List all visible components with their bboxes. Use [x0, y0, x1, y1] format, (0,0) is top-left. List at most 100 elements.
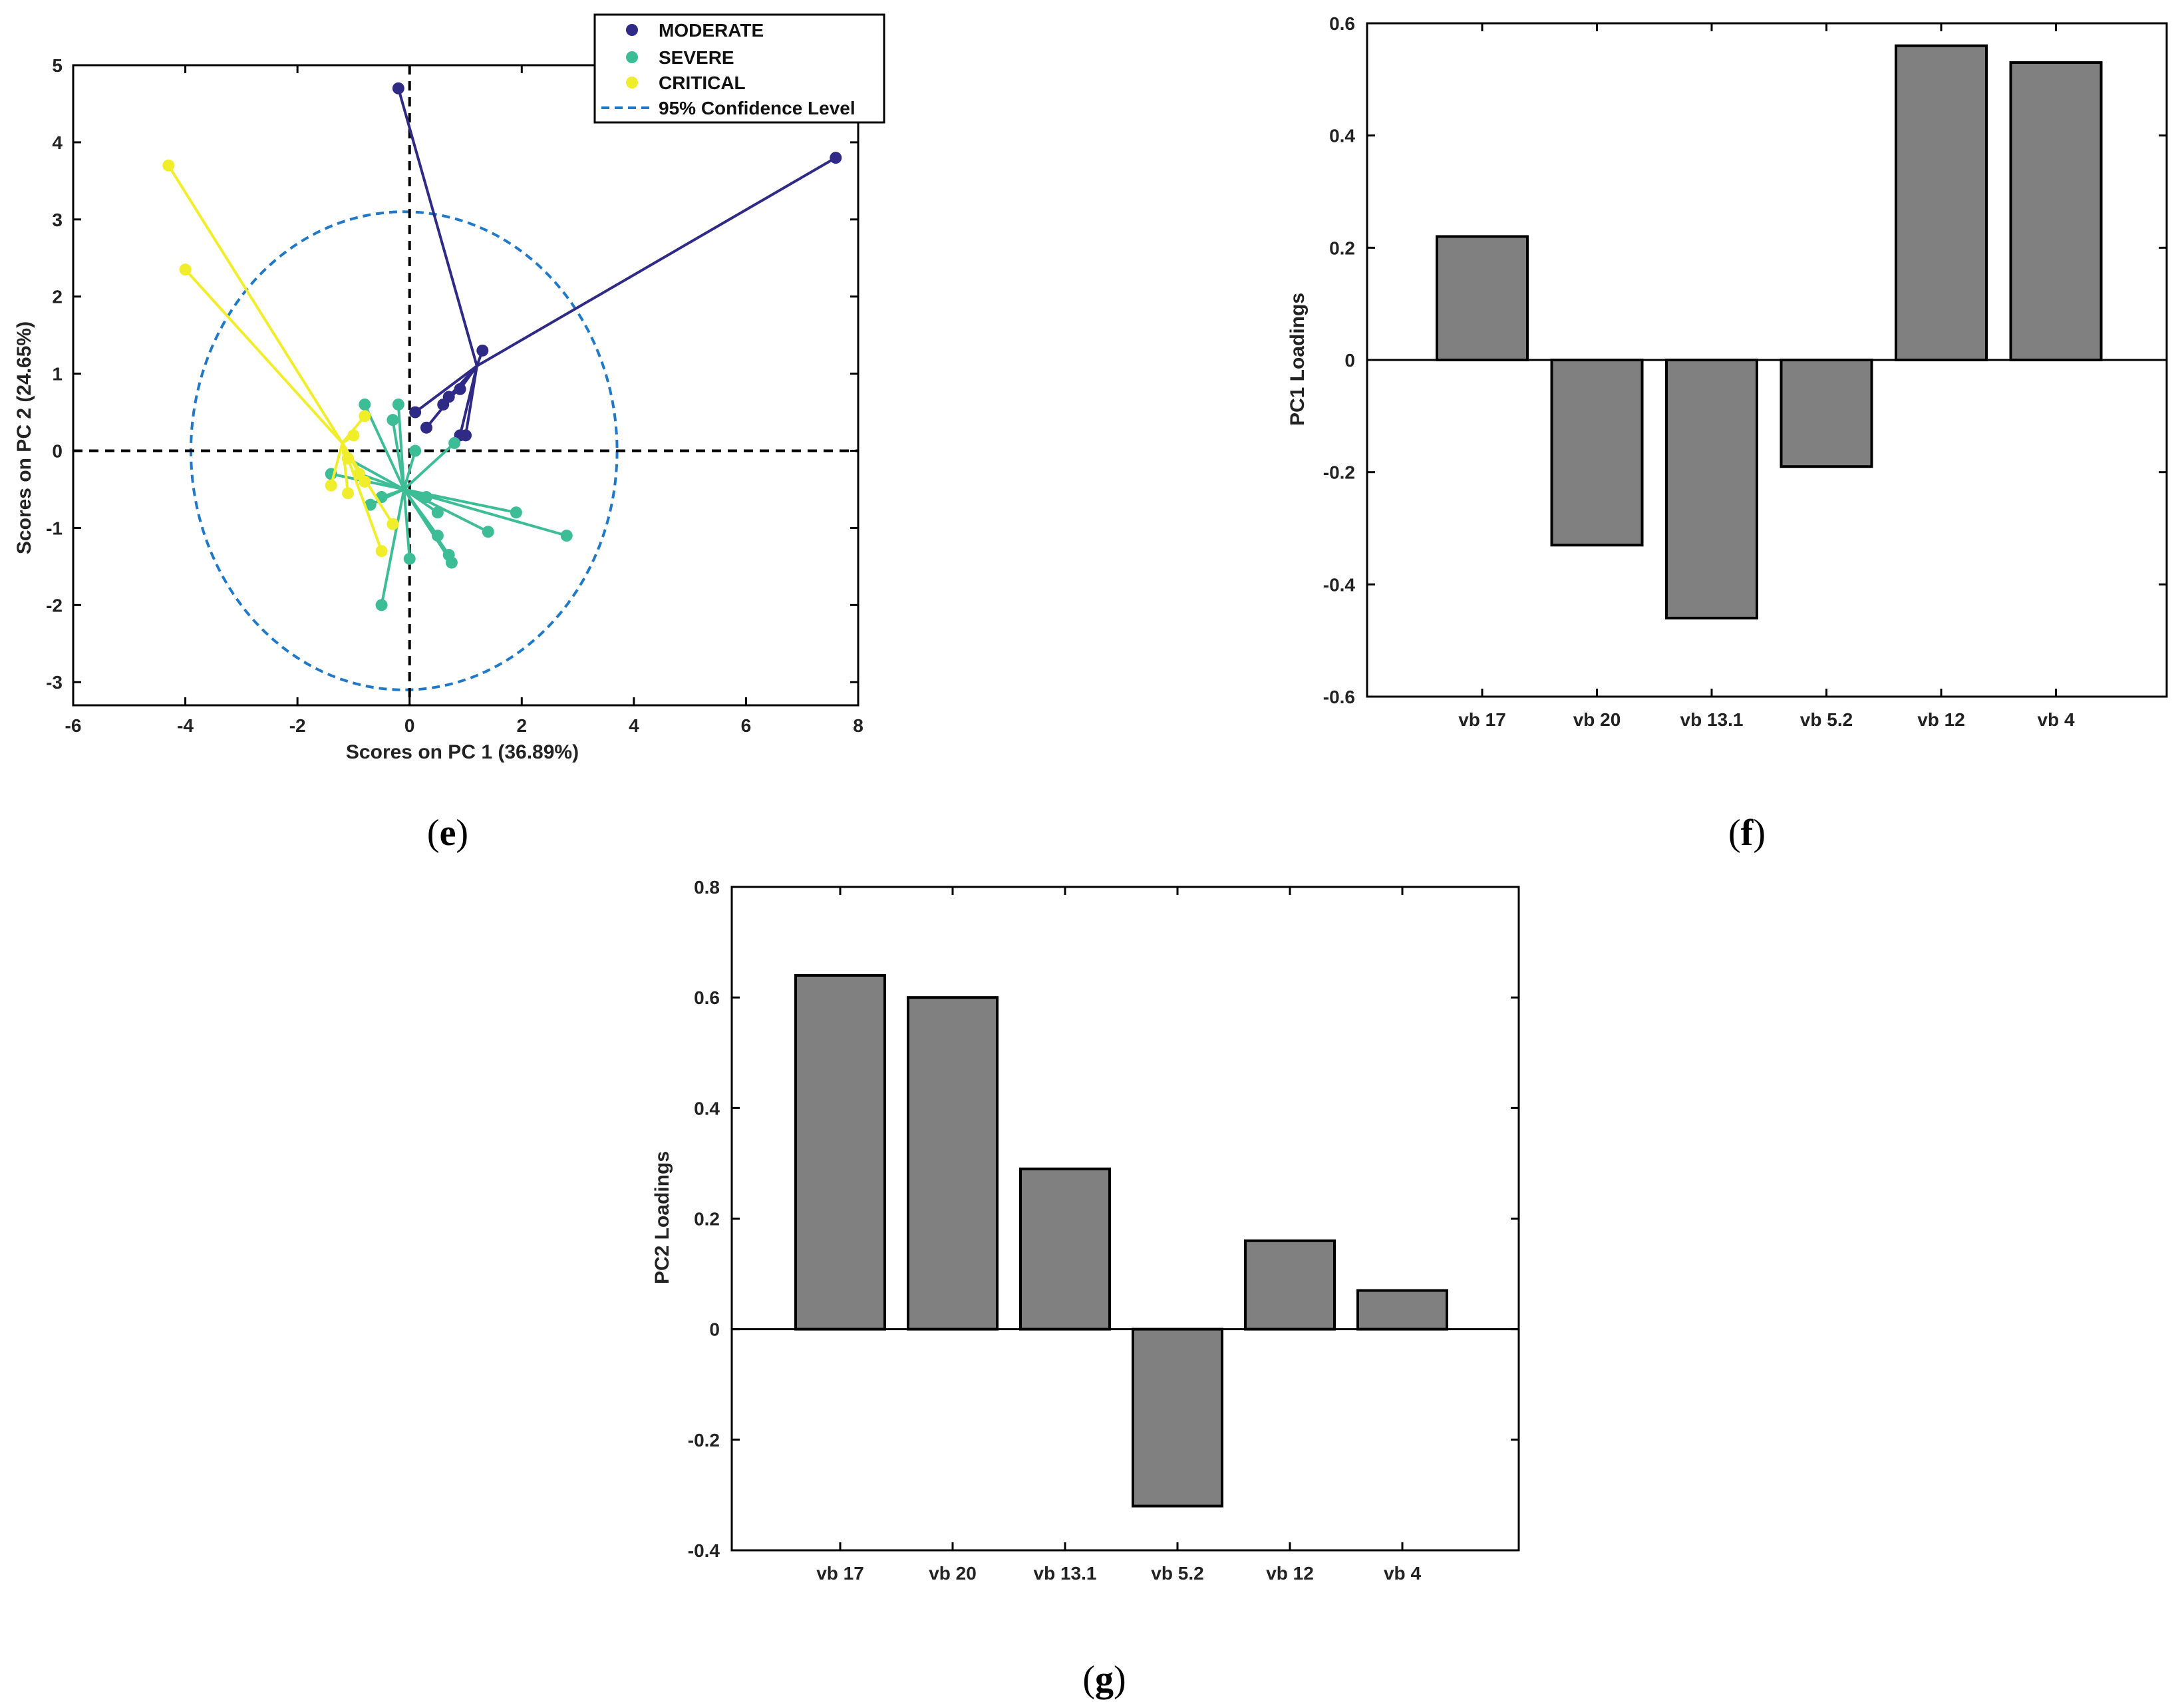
legend-label-confidence: 95% Confidence Level	[659, 98, 856, 118]
legend-label-critical: CRITICAL	[659, 73, 746, 93]
pc2-loadings-content: vb 17 vb 20 vb 13.1 vb 5.2 vb 12 vb 4 -0.4 -0.2…	[688, 877, 1520, 1584]
point-critical-1	[179, 263, 192, 276]
pc2-bar-3	[1132, 1327, 1223, 1508]
pc2-bar-4	[1244, 1239, 1336, 1331]
y-tick-label: -2	[46, 595, 63, 615]
pc2-y-tick-label: 0	[709, 1319, 720, 1340]
spoke-severe-3	[402, 442, 456, 490]
spoke-severe-1	[396, 404, 406, 490]
pc2-y-tick-label: 0.2	[694, 1209, 720, 1230]
pc1-bar-4	[1895, 44, 1988, 361]
point-severe-0	[359, 398, 371, 411]
pc2-y-tick-label: 0.4	[694, 1098, 720, 1118]
pc1-y-tick-label: 0.6	[1329, 13, 1355, 34]
point-critical-0	[162, 159, 175, 172]
pc1-y-tick-label: 0.2	[1329, 238, 1355, 258]
point-critical-9	[387, 518, 399, 530]
point-severe-2	[387, 414, 399, 426]
spoke-moderate-6	[414, 365, 478, 414]
pc1-bar-3	[1780, 359, 1873, 468]
panel-letter-f: f	[1741, 812, 1754, 854]
panel-letter-e: e	[440, 812, 456, 854]
pc1-y-tick-label: 0	[1344, 350, 1355, 371]
score-plot-axes: -6 -4 -2 0 2 4 6 8 -3 -2 -1 0 1 2 3 4 5	[46, 55, 863, 736]
spoke-severe-10	[403, 488, 489, 534]
pc1-loadings-ylabel: PC1 Loadings	[1287, 293, 1309, 426]
point-severe-9	[431, 530, 444, 542]
pc1-bar-0	[1436, 235, 1529, 362]
point-critical-7	[325, 479, 337, 492]
pc1-category-label: vb 12	[1917, 709, 1965, 730]
pc2-category-label: vb 5.2	[1151, 1563, 1203, 1584]
pc2-loadings-panel: vb 17 vb 20 vb 13.1 vb 5.2 vb 12 vb 4 -0.4 -0.2…	[651, 877, 1520, 1700]
pc2-loadings-ylabel: PC2 Loadings	[651, 1151, 673, 1284]
point-severe-6	[364, 498, 377, 511]
pc2-y-tick-label: 0.6	[694, 987, 720, 1008]
legend-marker-moderate	[626, 24, 638, 36]
pc2-category-label: vb 20	[929, 1563, 977, 1584]
pc1-category-label: vb 4	[2037, 709, 2074, 730]
legend-label-severe: SEVERE	[659, 47, 734, 68]
score-plot-xlabel: Scores on PC 1 (36.89%)	[346, 741, 579, 763]
point-severe-17	[420, 491, 432, 504]
pc1-category-label: vb 17	[1458, 709, 1506, 730]
spoke-severe-16	[347, 457, 405, 491]
point-severe-1	[392, 398, 404, 411]
point-moderate-5	[437, 398, 450, 411]
point-severe-14	[403, 552, 416, 565]
panel-letter-g: g	[1095, 1659, 1114, 1700]
point-critical-4	[342, 452, 354, 465]
pc1-bar-2	[1665, 359, 1758, 619]
legend-marker-critical	[626, 77, 638, 88]
point-severe-15	[375, 599, 388, 611]
point-severe-3	[448, 436, 461, 449]
y-tick-label: -3	[46, 672, 63, 693]
point-moderate-2	[476, 344, 489, 357]
x-tick-label: 8	[853, 715, 863, 736]
x-tick-label: -6	[65, 715, 82, 736]
legend-label-moderate: MODERATE	[659, 20, 764, 41]
pc2-bar-1	[907, 996, 999, 1331]
spoke-critical-7	[329, 442, 344, 486]
point-moderate-0	[392, 82, 404, 94]
pc2-category-label: vb 13.1	[1034, 1563, 1097, 1584]
x-tick-label: -2	[289, 715, 306, 736]
spoke-critical-0	[167, 164, 344, 444]
legend-box	[593, 13, 885, 124]
spoke-severe-2	[391, 419, 406, 490]
point-critical-6	[359, 475, 371, 488]
point-moderate-1	[830, 152, 842, 164]
y-tick-label: 5	[52, 55, 63, 76]
spoke-critical-8	[341, 442, 349, 494]
point-critical-3	[347, 429, 360, 442]
score-plot-legend: MODERATE SEVERE CRITICAL 95% Confidence …	[593, 13, 885, 124]
pc2-category-label: vb 17	[816, 1563, 864, 1584]
pc2-y-tick-label: 0.8	[694, 877, 720, 898]
pc2-bar-2	[1019, 1167, 1111, 1331]
pc1-bar-1	[1550, 359, 1644, 547]
x-tick-label: 0	[404, 715, 415, 736]
pc2-bar-5	[1356, 1289, 1448, 1331]
spoke-severe-15	[380, 489, 406, 605]
spoke-critical-1	[184, 268, 344, 444]
y-tick-label: -1	[46, 518, 63, 538]
legend-marker-severe	[626, 51, 638, 63]
point-critical-8	[342, 487, 354, 500]
pc1-y-tick-label: -0.2	[1323, 462, 1355, 483]
y-tick-label: 1	[52, 364, 63, 385]
x-tick-label: 4	[629, 715, 639, 736]
pc1-loadings-content: vb 17 vb 20 vb 13.1 vb 5.2 vb 12 vb 4 -0.6 -0.4…	[1323, 13, 2168, 730]
point-moderate-7	[420, 421, 432, 434]
point-severe-11	[560, 530, 573, 542]
pc2-y-tick-label: -0.2	[688, 1430, 720, 1450]
point-severe-10	[482, 526, 494, 538]
pc1-category-label: vb 5.2	[1800, 709, 1853, 730]
y-tick-label: 0	[52, 441, 63, 462]
spoke-moderate-1	[476, 156, 837, 367]
spoke-severe-14	[402, 489, 411, 559]
pc1-y-tick-label: 0.4	[1329, 126, 1355, 146]
pc1-bar-5	[2009, 61, 2103, 362]
point-severe-13	[445, 556, 458, 569]
point-moderate-6	[409, 406, 422, 419]
